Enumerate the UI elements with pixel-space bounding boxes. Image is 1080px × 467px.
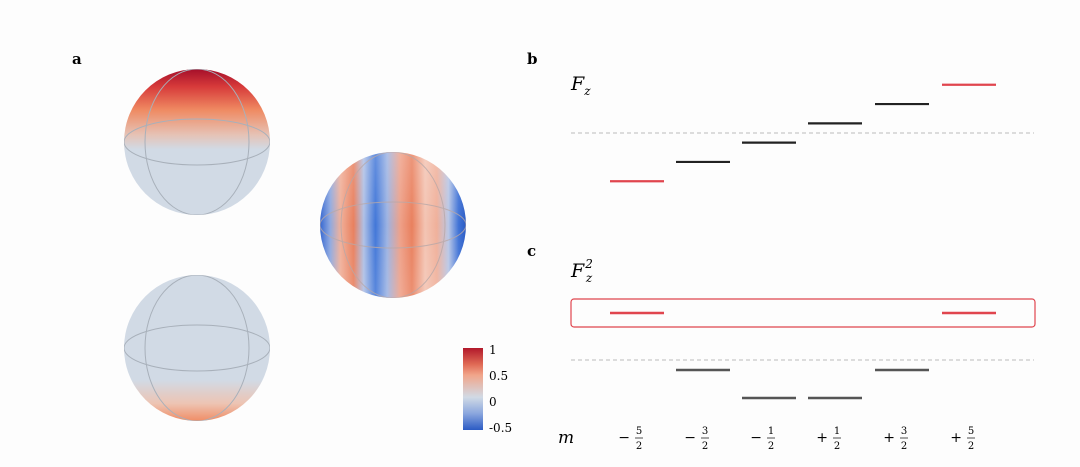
svg-text:+: + bbox=[950, 430, 962, 446]
panel-c: F2 z bbox=[570, 257, 1036, 400]
svg-text:3: 3 bbox=[901, 426, 907, 437]
svg-text:−: − bbox=[750, 430, 762, 446]
sphere-top bbox=[124, 69, 270, 215]
highlight-box bbox=[570, 298, 1036, 328]
svg-text:−: − bbox=[684, 430, 696, 446]
panel-label-b: b bbox=[527, 50, 538, 68]
panel-label-c: c bbox=[527, 242, 536, 260]
panel-label-a: a bbox=[72, 50, 82, 68]
svg-text:+: + bbox=[883, 430, 895, 446]
svg-text:2: 2 bbox=[702, 441, 708, 452]
colorbar: 1 0.5 0 -0.5 bbox=[463, 343, 512, 435]
fz-label: Fz bbox=[570, 73, 591, 98]
fz2-label: F2 z bbox=[570, 257, 593, 285]
svg-text:2: 2 bbox=[901, 441, 907, 452]
m-tick-0: −5 2 bbox=[618, 426, 643, 452]
svg-text:3: 3 bbox=[702, 426, 708, 437]
m-tick-3: +1 2 bbox=[816, 426, 841, 452]
svg-text:5: 5 bbox=[636, 426, 642, 437]
m-tick-5: +5 2 bbox=[950, 426, 975, 452]
svg-text:5: 5 bbox=[968, 426, 974, 437]
m-tick-4: +3 2 bbox=[883, 426, 908, 452]
m-axis-label: m bbox=[558, 428, 574, 448]
svg-text:1: 1 bbox=[768, 426, 774, 437]
m-tick-2: −1 2 bbox=[750, 426, 775, 452]
colorbar-gradient bbox=[463, 348, 483, 430]
svg-text:2: 2 bbox=[636, 441, 642, 452]
colorbar-tick-1: 0.5 bbox=[489, 369, 508, 383]
colorbar-tick-0: 1 bbox=[489, 343, 497, 357]
m-tick-1: −3 2 bbox=[684, 426, 709, 452]
colorbar-tick-2: 0 bbox=[489, 395, 497, 409]
panel-b: Fz bbox=[570, 73, 1034, 183]
sphere-striped bbox=[320, 152, 466, 298]
svg-text:1: 1 bbox=[834, 426, 840, 437]
svg-text:2: 2 bbox=[968, 441, 974, 452]
colorbar-tick-3: -0.5 bbox=[489, 421, 512, 435]
svg-text:2: 2 bbox=[768, 441, 774, 452]
svg-text:−: − bbox=[618, 430, 630, 446]
svg-text:2: 2 bbox=[834, 441, 840, 452]
svg-text:+: + bbox=[816, 430, 828, 446]
sphere-bottom bbox=[124, 275, 270, 421]
